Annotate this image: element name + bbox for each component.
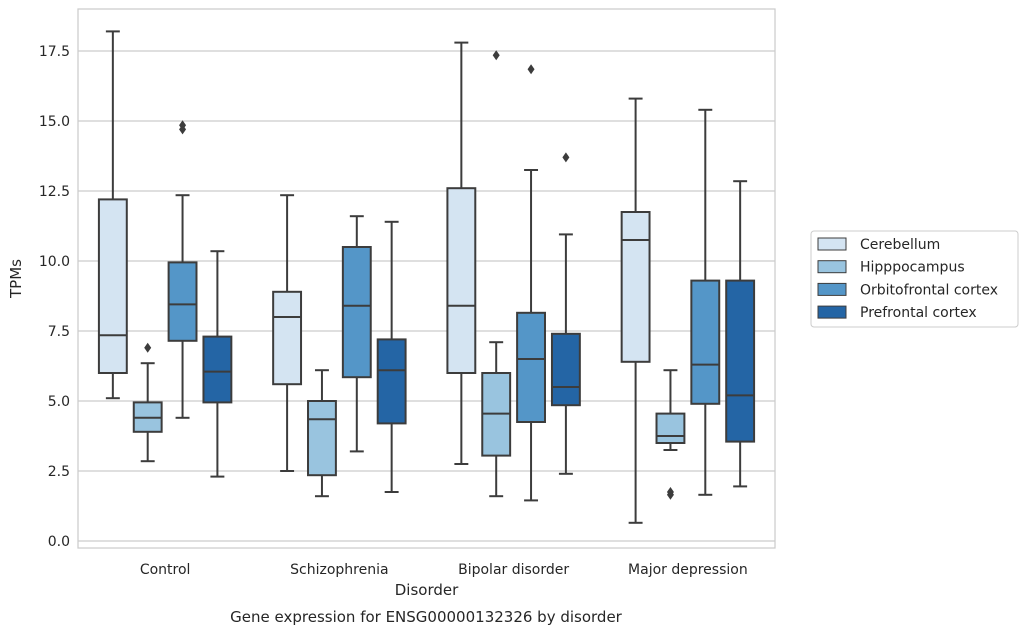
box-iqr xyxy=(550,332,581,407)
legend-swatch xyxy=(817,305,847,319)
legend-swatch xyxy=(817,282,847,296)
box-group xyxy=(516,64,546,502)
box-layer xyxy=(97,30,756,524)
box-group xyxy=(446,41,477,465)
y-tick-label: 0.0 xyxy=(48,534,70,550)
box-iqr xyxy=(446,187,477,374)
x-tick-labels: Control Schizophrenia Bipolar disorder Majo… xyxy=(140,562,748,578)
y-tick-label: 2.5 xyxy=(48,464,70,480)
y-tick-label: 12.5 xyxy=(39,184,70,200)
x-tick-label: Control xyxy=(140,562,191,578)
box-iqr xyxy=(376,338,407,425)
y-tick-label: 5.0 xyxy=(48,394,70,410)
box-iqr xyxy=(516,311,546,423)
box-group xyxy=(481,50,512,498)
box-group xyxy=(655,369,686,500)
figure-caption: Gene expression for ENSG00000132326 by d… xyxy=(230,608,623,626)
y-axis-label: TPMs xyxy=(7,259,25,299)
box-group xyxy=(725,180,756,488)
box-group xyxy=(376,220,407,493)
box-iqr xyxy=(620,211,651,363)
y-tick-label: 15.0 xyxy=(39,114,70,130)
x-tick-label: Major depression xyxy=(628,562,748,578)
box-iqr xyxy=(272,290,303,386)
outlier-marker xyxy=(179,120,187,131)
y-tick-labels: 0.0 2.5 5.0 7.5 10.0 12.5 15.0 17.5 xyxy=(39,44,70,550)
box-group xyxy=(550,152,581,475)
y-tick-label: 17.5 xyxy=(39,44,70,60)
outlier-marker xyxy=(144,342,152,353)
box-iqr xyxy=(97,198,128,374)
legend-label: Cerebellum xyxy=(860,237,940,253)
x-tick-label: Bipolar disorder xyxy=(458,562,569,578)
box-iqr xyxy=(655,412,686,445)
box-iqr xyxy=(690,279,721,405)
plot-frame xyxy=(77,8,776,549)
outlier-marker xyxy=(562,152,570,163)
box-group xyxy=(97,30,128,400)
x-axis-label: Disorder xyxy=(395,581,459,599)
legend-label: Orbitofrontal cortex xyxy=(860,282,998,298)
legend: Cerebellum Hipppocampus Orbitofrontal cort… xyxy=(810,230,1019,328)
box-group xyxy=(272,194,303,472)
box-group xyxy=(341,215,372,453)
box-group xyxy=(167,120,198,419)
legend-swatch xyxy=(817,237,847,251)
box-group xyxy=(620,97,651,524)
outlier-marker xyxy=(666,487,674,497)
y-tick-label: 7.5 xyxy=(48,324,70,340)
legend-label: Hipppocampus xyxy=(860,260,965,276)
x-tick-label: Schizophrenia xyxy=(290,562,388,578)
legend-frame xyxy=(810,230,1019,328)
legend-label: Prefrontal cortex xyxy=(860,305,977,321)
box-iqr xyxy=(725,279,756,443)
outlier-marker xyxy=(492,50,500,61)
box-group xyxy=(690,108,721,496)
box-iqr xyxy=(167,261,198,342)
box-iqr xyxy=(341,246,372,379)
box-iqr xyxy=(202,335,233,404)
box-group xyxy=(132,342,163,463)
box-iqr xyxy=(307,400,337,477)
box-group xyxy=(202,250,233,478)
outlier-marker xyxy=(527,64,535,75)
legend-swatch xyxy=(817,260,847,274)
y-tick-label: 10.0 xyxy=(39,254,70,270)
box-group xyxy=(307,369,337,498)
